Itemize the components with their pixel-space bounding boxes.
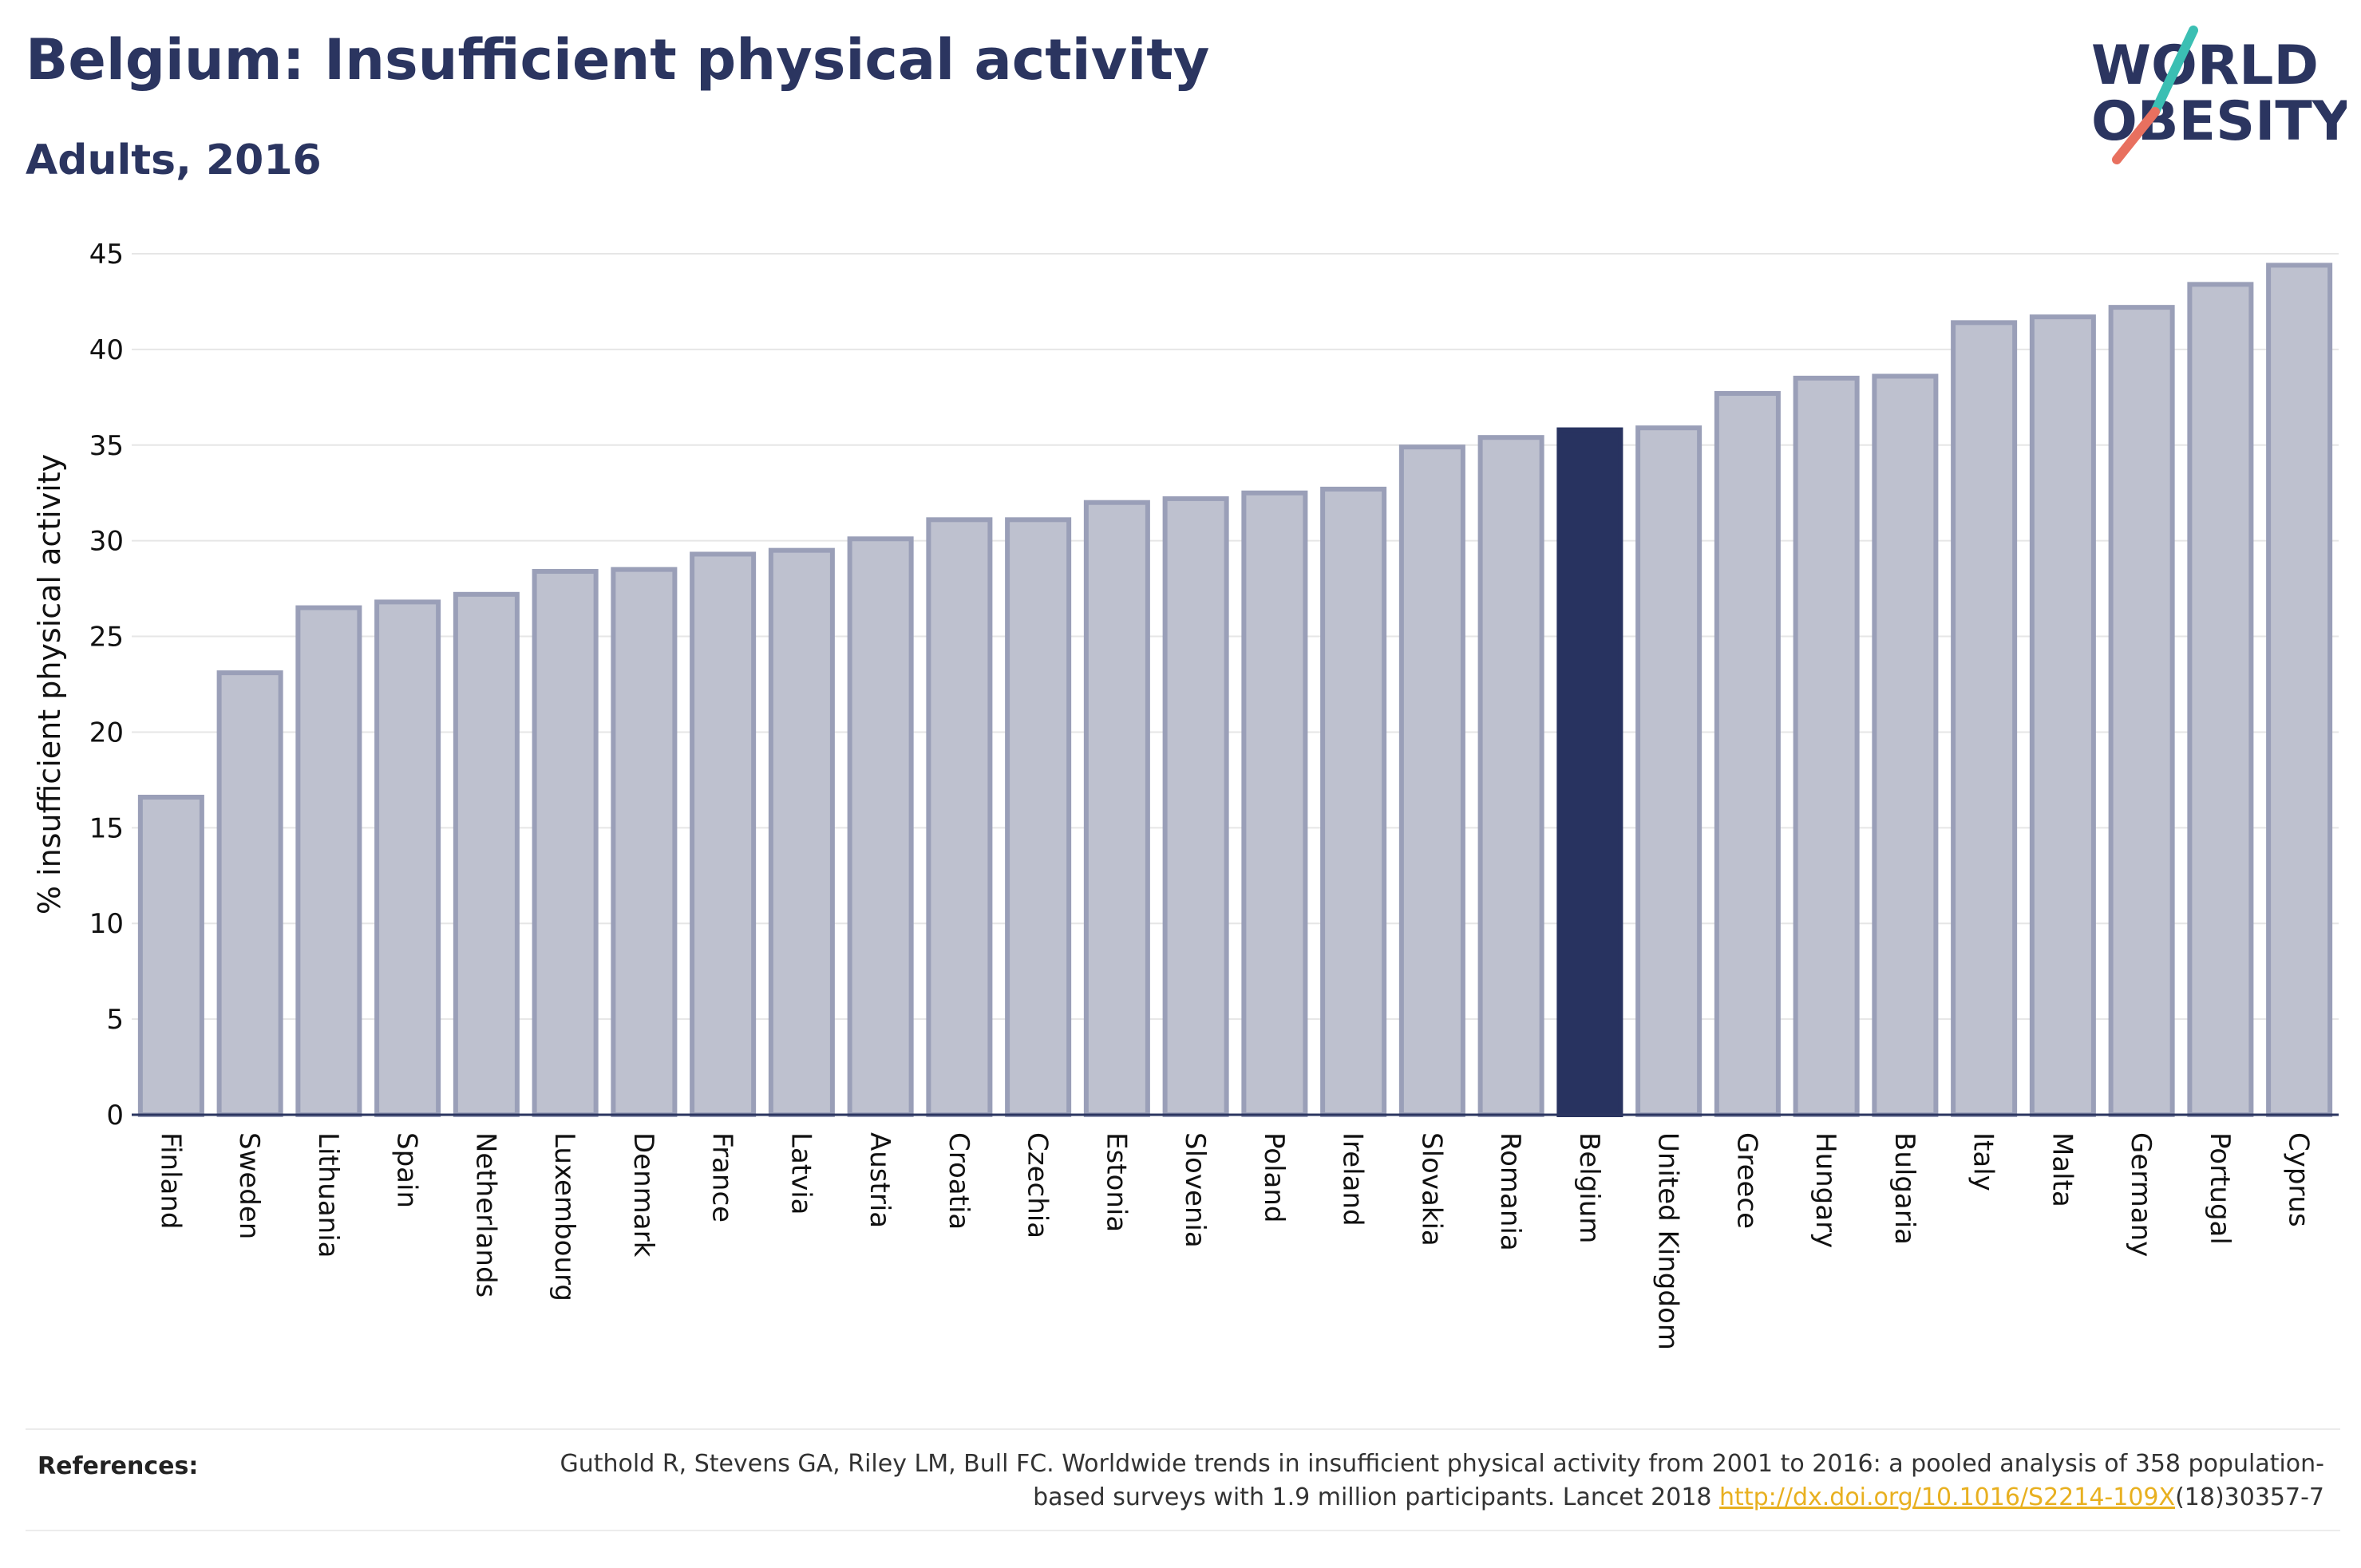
y-tick-label: 5 [106, 1004, 124, 1036]
chart-subtitle: Adults, 2016 [26, 136, 322, 184]
x-tick-label: Slovakia [1415, 1132, 1447, 1246]
chart-title: Belgium: Insufficient physical activity [26, 27, 1210, 93]
x-tick-label: Bulgaria [1888, 1132, 1920, 1245]
y-tick-label: 0 [106, 1100, 124, 1132]
x-tick-label: Sweden [233, 1132, 265, 1239]
bar-croatia [926, 517, 993, 1117]
bar-romania [1477, 435, 1544, 1117]
x-tick-label: Lithuania [312, 1132, 344, 1258]
y-axis-label: % insufficient physical activity [32, 454, 67, 914]
bar-united-kingdom [1635, 425, 1703, 1117]
bar-sweden [216, 670, 283, 1117]
x-tick-label: France [706, 1132, 738, 1222]
bar-finland [137, 794, 204, 1117]
references-citation: Guthold R, Stevens GA, Riley LM, Bull FC… [560, 1450, 2324, 1511]
bar-belgium [1556, 427, 1623, 1117]
x-tick-label: Slovenia [1179, 1132, 1211, 1248]
y-tick-label: 40 [89, 334, 124, 366]
bar-malta [2029, 314, 2096, 1118]
bar-estonia [1083, 500, 1150, 1117]
x-tick-label: Cyprus [2283, 1132, 2315, 1227]
x-tick-label: Romania [1494, 1132, 1526, 1251]
y-axis-ticks: 0 5 10 15 20 25 30 35 40 45 [89, 239, 124, 1132]
bar-bulgaria [1872, 373, 1939, 1117]
bar-ireland [1320, 486, 1387, 1117]
x-axis-ticks: Finland Sweden Lithuania Spain Netherlands Lu… [154, 1132, 2314, 1350]
y-tick-label: 30 [89, 526, 124, 558]
bar-spain [374, 599, 441, 1117]
bar-latvia [768, 547, 835, 1117]
y-tick-label: 10 [89, 908, 124, 940]
x-tick-label: Hungary [1809, 1132, 1841, 1248]
x-tick-label: Italy [1968, 1132, 1999, 1191]
x-tick-label: Latvia [785, 1132, 817, 1215]
references-panel: References: Guthold R, Stevens GA, Riley… [26, 1428, 2340, 1531]
bar-luxembourg [532, 569, 599, 1117]
x-tick-label: Poland [1258, 1132, 1290, 1223]
references-text: Guthold R, Stevens GA, Riley LM, Bull FC… [488, 1448, 2324, 1515]
x-tick-label: Czechia [1022, 1132, 1054, 1238]
bar-slovenia [1162, 496, 1229, 1117]
x-tick-label: Netherlands [469, 1132, 501, 1297]
bar-france [690, 551, 757, 1117]
bar-lithuania [295, 605, 362, 1117]
x-tick-label: Finland [154, 1132, 186, 1230]
x-tick-label: Greece [1730, 1132, 1762, 1229]
y-tick-label: 45 [89, 239, 124, 271]
x-tick-label: Austria [864, 1132, 896, 1228]
x-tick-label: Spain [391, 1132, 423, 1208]
bar-greece [1714, 391, 1781, 1117]
x-tick-label: Portugal [2204, 1132, 2236, 1245]
bar-cyprus [2266, 263, 2333, 1117]
y-tick-label: 25 [89, 622, 124, 654]
y-tick-label: 35 [89, 430, 124, 462]
world-obesity-logo: WORLD OBESITY [2091, 26, 2347, 164]
bar-netherlands [453, 591, 520, 1117]
x-tick-label: Belgium [1573, 1132, 1605, 1243]
bar-poland [1241, 490, 1308, 1117]
bar-chart: 0 5 10 15 20 25 30 35 40 45 Finland Sweden Lithuani… [32, 239, 2339, 1350]
x-tick-label: Estonia [1100, 1132, 1132, 1232]
references-link[interactable]: http://dx.doi.org/10.1016/S2214-109X [1719, 1483, 2176, 1511]
bar-portugal [2187, 282, 2254, 1117]
bar-slovakia [1398, 444, 1465, 1117]
x-tick-label: Malta [2046, 1132, 2078, 1207]
references-label: References: [38, 1452, 199, 1480]
y-tick-label: 20 [89, 717, 124, 748]
x-tick-label: Ireland [1337, 1132, 1369, 1226]
references-citation-end: (18)30357-7 [2175, 1483, 2324, 1511]
bars [137, 263, 2333, 1118]
bar-italy [1951, 320, 2018, 1117]
bar-czechia [1005, 517, 1072, 1117]
bar-denmark [611, 567, 678, 1117]
x-tick-label: Germany [2125, 1132, 2157, 1257]
y-tick-label: 15 [89, 812, 124, 844]
x-tick-label: Denmark [627, 1132, 659, 1258]
logo-slash-teal [2150, 26, 2198, 117]
logo-line1: WORLD [2091, 34, 2319, 97]
logo-slash-coral [2112, 107, 2160, 164]
bar-austria [847, 536, 914, 1117]
bar-germany [2108, 305, 2175, 1118]
x-tick-label: United Kingdom [1652, 1132, 1684, 1350]
x-tick-label: Croatia [943, 1132, 975, 1230]
x-tick-label: Luxembourg [548, 1132, 580, 1301]
bar-hungary [1793, 375, 1860, 1118]
